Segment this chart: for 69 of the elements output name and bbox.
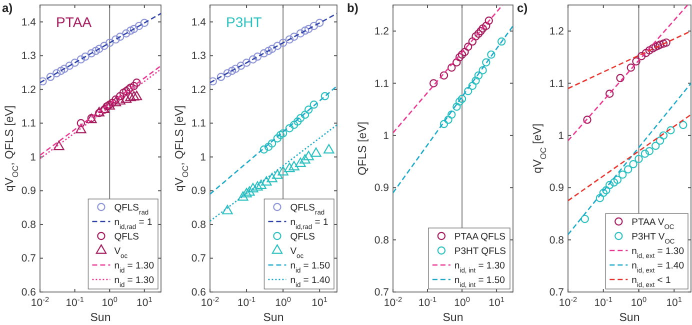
- legend-label: PTAA QFLS: [454, 232, 506, 242]
- x-tick-label: 10$^{0}$: [275, 294, 291, 309]
- x-axis-title: Sun: [90, 312, 111, 324]
- y-tick-label: 0.7: [191, 252, 206, 265]
- y-tick-label: 1.2: [549, 26, 564, 38]
- y-tick-label: 0.9: [549, 182, 564, 194]
- y-tick-label: 0.9: [21, 185, 36, 198]
- x-tick-label: 10$^{-1}$: [418, 294, 437, 309]
- legend-label: PTAA V$_{OC}$: [632, 217, 674, 230]
- x-tick-label: 10$^{1}$: [488, 294, 504, 309]
- x-tick-label: 10$^{1}$: [312, 294, 328, 309]
- legend-label: n$_{id}$ = 1.40: [290, 275, 330, 288]
- y-tick-label: 1: [383, 130, 390, 142]
- legend-label: n$_{id, ext}$ = 1.30: [632, 246, 684, 260]
- y-tick-label: 1.4: [191, 16, 206, 28]
- text: b): [347, 1, 358, 15]
- legend-label: n$_{id}$ = 1.30: [114, 275, 154, 288]
- x-tick-label: 10$^{1}$: [136, 294, 152, 309]
- x-axis-title: Sun: [263, 312, 284, 324]
- x-axis-title: Sun: [619, 312, 640, 324]
- y-tick-label: 1.1: [374, 78, 390, 90]
- legend-label: QFLS$_{rad}$: [114, 202, 149, 216]
- x-tick-label: 10$^{0}$: [454, 294, 470, 309]
- text: P3HT: [226, 14, 262, 30]
- y-tick-label: 1.1: [21, 118, 36, 130]
- y-tick-label: 1.1: [191, 118, 206, 130]
- legend-label: n$_{id, int}$ = 1.50: [454, 275, 505, 288]
- y-tick-label: 1.2: [374, 26, 390, 38]
- legend-label: QFLS: [114, 232, 140, 242]
- y-tick-label: 0.8: [549, 234, 564, 246]
- x-tick-label: 10$^{0}$: [630, 294, 647, 309]
- legend-label: n$_{id}$ = 1.50: [290, 260, 330, 274]
- y-tick-label: 1: [30, 151, 36, 164]
- legend-label: n$_{id,rad}$ = 1: [290, 217, 328, 230]
- y-tick-label: 1.3: [21, 50, 36, 62]
- legend-label: n$_{id,rad}$ = 1: [114, 217, 152, 230]
- y-tick-label: 1: [558, 130, 564, 142]
- y-tick-label: 0.8: [191, 218, 206, 231]
- x-tick-label: 10$^{-1}$: [594, 294, 612, 309]
- text: c): [517, 1, 528, 15]
- legend-label: n$_{id, ext}$ < 1: [632, 275, 671, 288]
- y-tick-label: 0.8: [374, 234, 390, 246]
- legend-label: QFLS: [290, 232, 316, 242]
- y-tick-label: 1.3: [191, 50, 206, 62]
- x-tick-label: 10$^{-1}$: [237, 294, 256, 309]
- y-tick-label: 0.9: [374, 182, 390, 194]
- y-axis-title: QFLS [eV]: [357, 122, 369, 176]
- y-tick-label: 1.4: [21, 16, 36, 28]
- legend-label: V$_{oc}$: [290, 246, 304, 260]
- x-tick-label: 10$^{1}$: [666, 294, 682, 309]
- legend-label: V$_{oc}$: [114, 246, 128, 260]
- text: PTAA: [56, 14, 92, 30]
- text: a): [2, 1, 13, 15]
- legend-label: P3HT V$_{OC}$: [632, 232, 675, 245]
- y-tick-label: 1: [200, 151, 206, 164]
- y-tick-label: 1.1: [549, 78, 564, 90]
- legend-label: n$_{id, ext}$ = 1.40: [632, 260, 684, 274]
- x-tick-label: 10$^{-1}$: [66, 294, 84, 309]
- x-tick-label: 10$^{0}$: [102, 294, 118, 309]
- legend-label: P3HT QFLS: [454, 246, 506, 257]
- y-tick-label: 1.2: [21, 84, 36, 96]
- y-tick-label: 0.9: [191, 185, 206, 198]
- legend-label: n$_{id, int}$ = 1.30: [454, 260, 505, 274]
- x-axis-title: Sun: [442, 312, 464, 324]
- y-tick-label: 0.7: [21, 252, 36, 265]
- y-tick-label: 1.2: [191, 84, 206, 96]
- y-tick-label: 0.8: [21, 218, 36, 231]
- legend-label: n$_{id}$ = 1.30: [114, 260, 154, 274]
- legend-label: QFLS$_{rad}$: [290, 202, 325, 216]
